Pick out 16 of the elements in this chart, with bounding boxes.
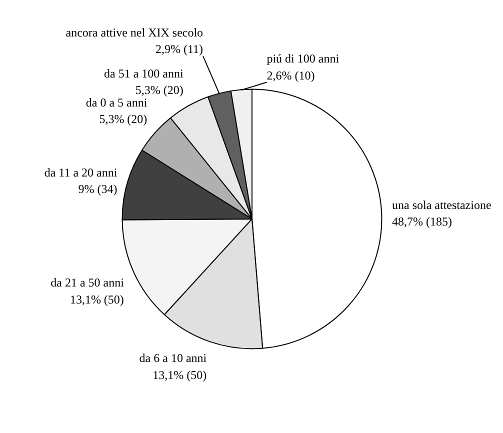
slice-label: da 6 a 10 anni bbox=[139, 351, 208, 366]
slice-label: da 11 a 20 anni bbox=[44, 165, 118, 180]
data-label: 2,9% (11) bbox=[156, 42, 204, 56]
data-label: 5,3% (20) bbox=[99, 112, 148, 126]
slice-label: piú di 100 anni bbox=[266, 51, 340, 66]
slice-label: ancora attive nel XIX secolo bbox=[66, 25, 204, 40]
slice-label: da 0 a 5 anni bbox=[86, 95, 148, 110]
data-label: 2,6% (10) bbox=[266, 68, 315, 82]
slice-label: una sola attestazione bbox=[392, 198, 492, 212]
data-label: 48,7% (185) bbox=[392, 214, 452, 229]
data-label: 5,3% (20) bbox=[135, 83, 184, 98]
slice-label: da 21 a 50 anni bbox=[50, 276, 125, 290]
data-label: 13,1% (50) bbox=[70, 292, 124, 306]
slice-label: da 51 a 100 anni bbox=[104, 66, 184, 80]
data-label: 9% (34) bbox=[78, 182, 118, 196]
data-label: 13,1% (50) bbox=[152, 368, 207, 382]
